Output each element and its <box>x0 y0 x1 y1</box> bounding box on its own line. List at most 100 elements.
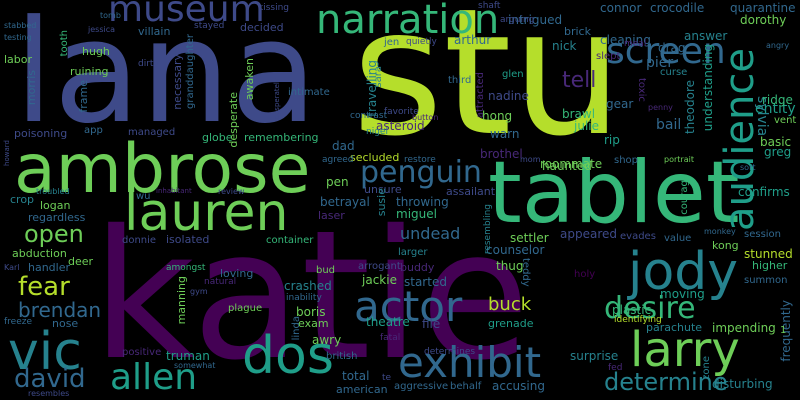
word: globe <box>202 131 233 144</box>
word: arthur <box>454 33 492 47</box>
word: kissing <box>258 3 290 13</box>
word: entity <box>755 101 796 117</box>
word: donnie <box>122 235 157 246</box>
word: arrogant <box>358 261 401 272</box>
word: Karl <box>4 263 20 272</box>
word: jackie <box>362 273 397 287</box>
word: travelling <box>365 60 379 117</box>
word: audience <box>717 48 763 231</box>
word: nose <box>52 317 79 330</box>
word: loving <box>220 267 254 280</box>
word: awaken <box>243 58 256 101</box>
word: total <box>342 369 370 383</box>
word: hong <box>482 109 513 123</box>
word: sort <box>740 163 756 172</box>
word: bud <box>316 265 336 276</box>
word: zone <box>701 356 712 380</box>
word: impending <box>712 321 776 335</box>
word: disturbing <box>712 377 773 391</box>
word: actor <box>354 282 463 331</box>
word: decided <box>240 21 284 34</box>
word: american <box>336 383 388 396</box>
word: british <box>326 351 358 362</box>
word: stu <box>352 0 623 175</box>
word: undead <box>400 224 461 243</box>
word: exam <box>298 317 329 330</box>
word: tooth <box>59 30 70 57</box>
word: ruining <box>70 65 109 78</box>
word: dos <box>242 326 334 386</box>
word: answer <box>684 29 728 43</box>
word: te <box>382 373 392 383</box>
word: portrait <box>664 155 694 164</box>
word: slept <box>596 51 621 62</box>
word: jessica <box>88 25 116 34</box>
word: shop <box>614 155 639 166</box>
word: behalf <box>450 381 482 392</box>
word: narration <box>316 0 500 43</box>
word: resembles <box>28 389 70 398</box>
word: grenade <box>488 317 534 330</box>
word: bail <box>656 117 682 133</box>
word: drag <box>658 41 686 55</box>
word: remembering <box>244 131 319 144</box>
word: quietly <box>406 37 437 47</box>
word: fed <box>608 363 623 373</box>
word: morris <box>25 70 38 106</box>
word: warn <box>490 127 520 141</box>
word: counselor <box>486 243 545 257</box>
word: roommate <box>540 157 603 171</box>
word: throwing <box>396 195 449 209</box>
word: stunned <box>744 247 793 261</box>
word: troubled <box>36 187 70 196</box>
word: gear <box>606 97 634 111</box>
word: sylvia <box>754 96 770 137</box>
word: susie <box>375 188 388 217</box>
word: brawl <box>562 107 596 121</box>
word: ridge <box>762 93 793 107</box>
word: wu <box>136 191 151 202</box>
word: accusing <box>492 379 545 393</box>
word: desperate <box>227 92 240 148</box>
word: isolated <box>166 233 210 246</box>
word: desperately <box>273 78 281 120</box>
word: crop <box>10 193 35 206</box>
word: favorite <box>384 107 419 117</box>
word: inhabitant <box>156 187 192 195</box>
word: miguel <box>396 207 437 221</box>
word: quarantine <box>730 1 796 15</box>
word: manning <box>175 276 188 325</box>
word: holy <box>574 269 596 280</box>
word: buck <box>488 294 532 315</box>
word: determine <box>604 368 728 396</box>
word: ambrose <box>14 130 311 209</box>
word: buddy <box>400 261 435 274</box>
word: vent <box>774 115 797 126</box>
word: connor <box>600 1 642 15</box>
word: cleaning <box>600 33 651 47</box>
word: lana <box>14 0 318 155</box>
word: exhibit <box>398 338 542 387</box>
word: fear <box>18 272 70 302</box>
word: settler <box>510 231 549 245</box>
word: amongst <box>166 263 206 273</box>
word: pier <box>646 55 674 71</box>
word: unsure <box>364 183 402 196</box>
word: stabbed <box>4 21 37 30</box>
word: aggressive <box>394 381 449 392</box>
word: open <box>24 220 84 248</box>
word: 1 <box>780 325 787 336</box>
word: greg <box>764 145 792 159</box>
word: mom <box>520 155 541 164</box>
word: desire <box>604 291 696 326</box>
word: abduction <box>12 247 67 260</box>
word: angry <box>766 41 790 50</box>
word: toxic <box>636 78 647 102</box>
word: katie <box>92 192 530 399</box>
word: intrigued <box>508 13 563 27</box>
word: secluded <box>350 151 400 164</box>
word: boris <box>296 305 326 319</box>
word: regardless <box>28 211 86 224</box>
word: penny <box>648 103 673 112</box>
word: screen <box>606 31 726 72</box>
